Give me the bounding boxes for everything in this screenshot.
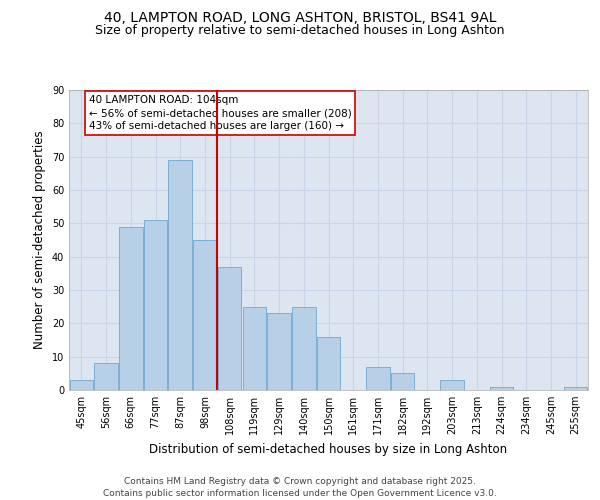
Bar — [292, 306, 316, 390]
Bar — [70, 380, 93, 390]
X-axis label: Distribution of semi-detached houses by size in Long Ashton: Distribution of semi-detached houses by … — [149, 442, 508, 456]
Bar — [317, 336, 340, 390]
Text: 40 LAMPTON ROAD: 104sqm
← 56% of semi-detached houses are smaller (208)
43% of s: 40 LAMPTON ROAD: 104sqm ← 56% of semi-de… — [89, 95, 352, 132]
Bar — [193, 240, 217, 390]
Text: Contains HM Land Registry data © Crown copyright and database right 2025.
Contai: Contains HM Land Registry data © Crown c… — [103, 476, 497, 498]
Bar — [391, 374, 415, 390]
Bar — [242, 306, 266, 390]
Bar — [564, 386, 587, 390]
Bar — [169, 160, 192, 390]
Bar — [490, 386, 513, 390]
Text: Size of property relative to semi-detached houses in Long Ashton: Size of property relative to semi-detach… — [95, 24, 505, 37]
Bar — [440, 380, 464, 390]
Bar — [366, 366, 389, 390]
Bar — [119, 226, 143, 390]
Bar — [218, 266, 241, 390]
Y-axis label: Number of semi-detached properties: Number of semi-detached properties — [33, 130, 46, 350]
Bar — [94, 364, 118, 390]
Bar — [144, 220, 167, 390]
Text: 40, LAMPTON ROAD, LONG ASHTON, BRISTOL, BS41 9AL: 40, LAMPTON ROAD, LONG ASHTON, BRISTOL, … — [104, 11, 496, 25]
Bar — [268, 314, 291, 390]
